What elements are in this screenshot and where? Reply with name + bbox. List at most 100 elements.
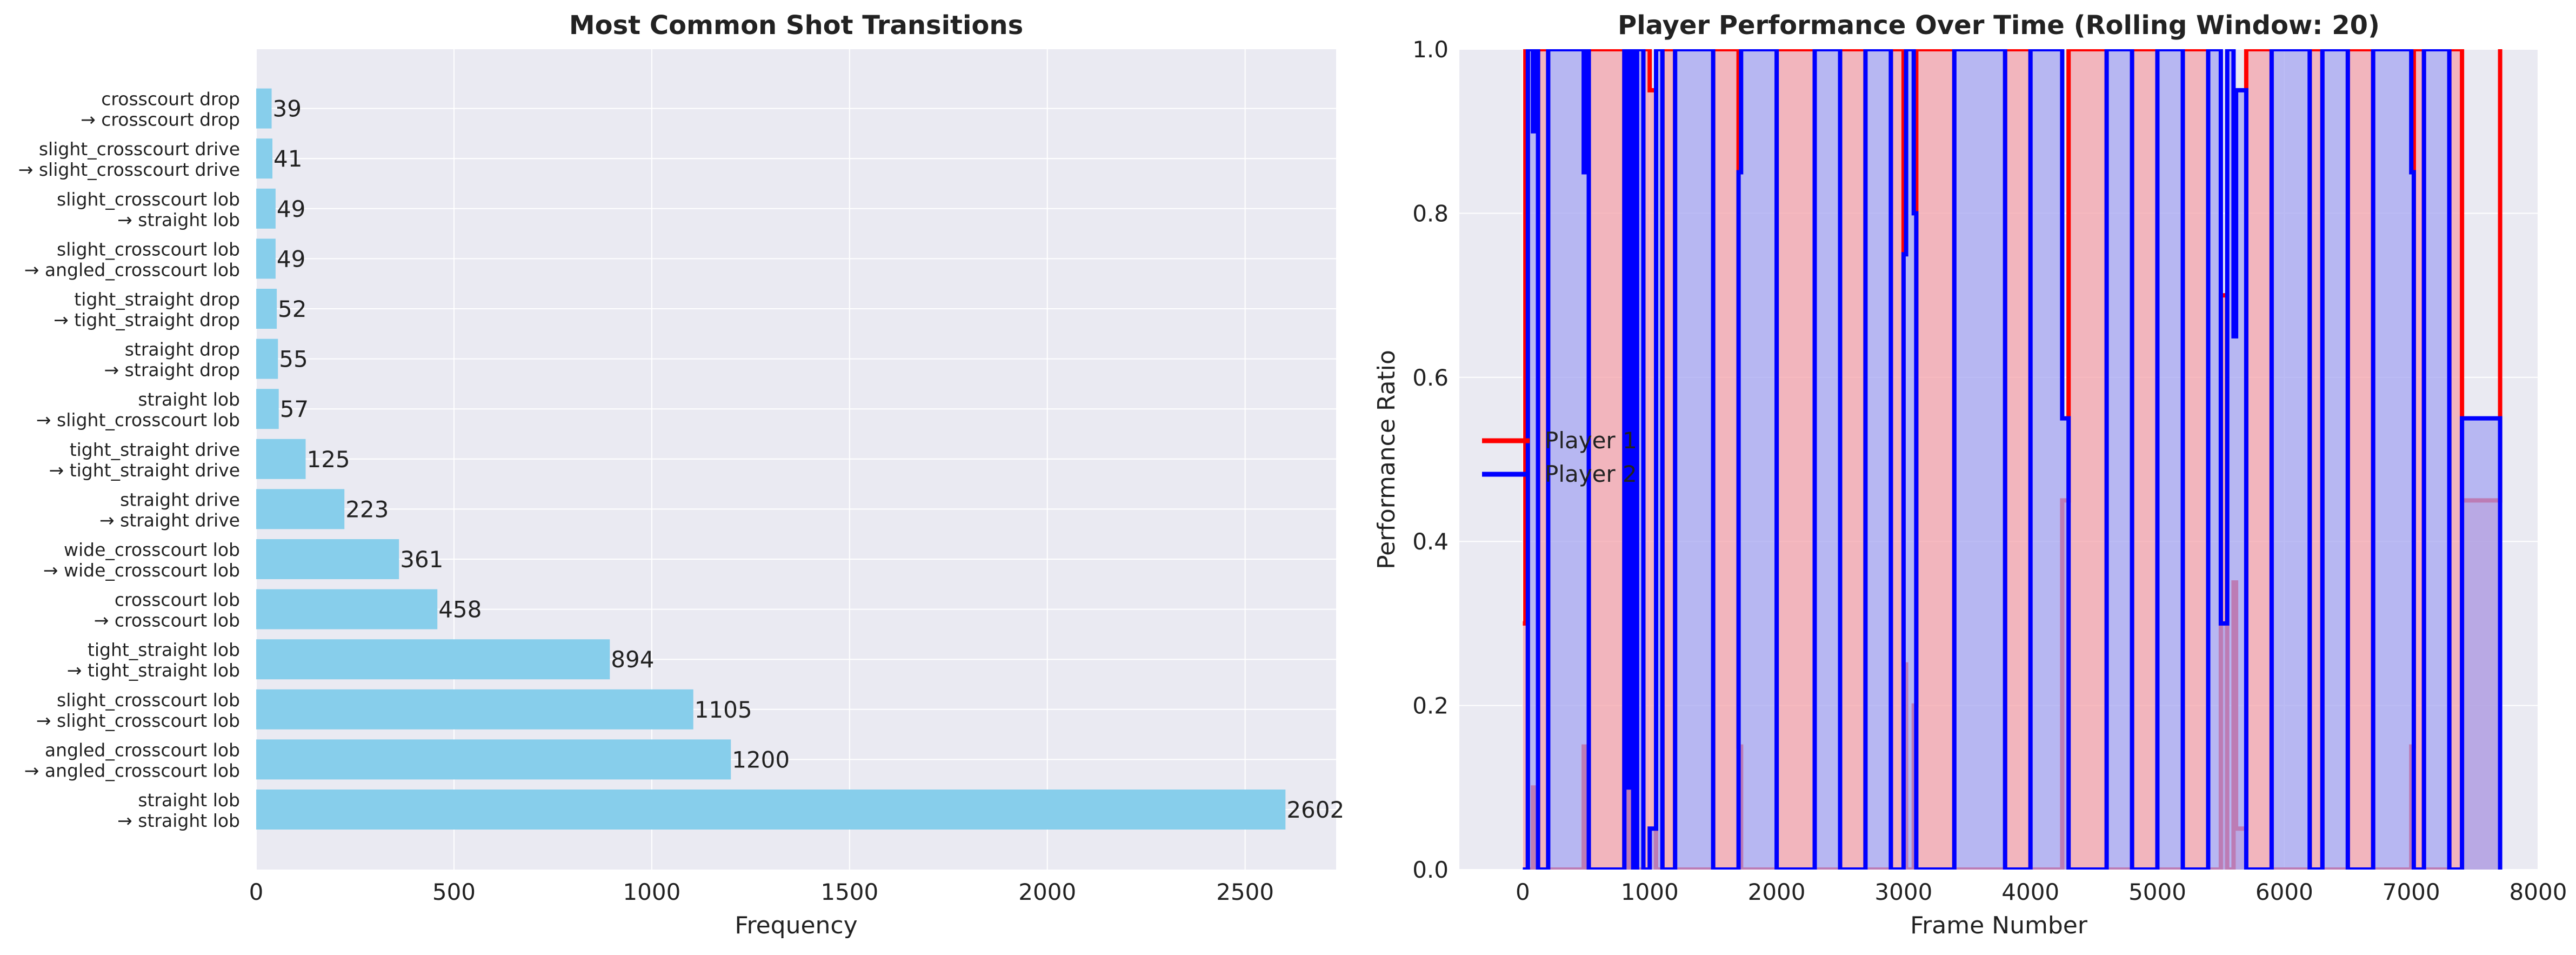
line-chart-y-tick-label: 1.0 [1412,36,1449,63]
bar-chart-bars [256,88,1286,830]
bar-category-label-from: straight lob [138,389,240,410]
bar-value-label: 458 [438,596,482,623]
bar-category-label-from: slight_crosscourt lob [57,189,240,210]
bar-category-label-to: → tight_straight drive [49,460,240,481]
line-chart-y-tick-label: 0.0 [1412,857,1449,883]
legend-label: Player 1 [1545,427,1637,454]
bar-category-label-from: slight_crosscourt drive [39,138,240,160]
bar-category-label-from: wide_crosscourt lob [64,539,240,560]
bar [256,790,1286,830]
bar-chart-x-tick-label: 500 [432,879,476,905]
bar-chart-title: Most Common Shot Transitions [569,10,1023,41]
bar [256,138,273,179]
bar-value-label: 1200 [732,746,790,773]
legend-label: Player 2 [1545,461,1637,487]
line-chart-panel: 0 1000 2000 3000 4000 5000 6000 7000 8000 0.0 0.2… [1373,10,2567,939]
bar-value-label: 41 [273,145,302,172]
bar-chart-x-ticks: 0 500 1000 1500 2000 2500 [249,879,1274,905]
bar-chart-x-tick-label: 1000 [623,879,680,905]
line-chart-y-axis-label: Performance Ratio [1373,350,1400,569]
bar [256,389,279,429]
bar-chart-x-tick-label: 2500 [1216,879,1274,905]
line-chart-x-tick-label: 0 [1516,879,1530,905]
line-chart-x-tick-label: 3000 [1874,879,1932,905]
bar-chart-x-axis-label: Frequency [735,912,857,939]
line-chart-y-ticks: 0.0 0.2 0.4 0.6 0.8 1.0 [1412,36,1449,883]
bar-chart-x-tick-label: 2000 [1018,879,1076,905]
line-chart-y-tick-label: 0.4 [1412,528,1449,555]
bar-category-label-to: → tight_straight lob [67,660,240,681]
bar [256,339,278,379]
bar-value-label: 361 [400,546,443,573]
bar-category-label-to: → straight lob [117,810,240,831]
bar-chart-category-labels: straight lob→ straight lobangled_crossco… [18,89,240,831]
bar-chart-x-tick-label: 0 [249,879,264,905]
bar-category-label-to: → angled_crosscourt lob [24,760,240,781]
line-chart-x-tick-label: 7000 [2383,879,2440,905]
line-chart-title: Player Performance Over Time (Rolling Wi… [1618,10,2380,41]
line-chart-series [1523,49,2502,870]
bar-category-label-from: straight drive [120,489,240,510]
bar [256,489,345,529]
bar-chart-value-labels: 2602 1200 1105 894 458 361 223 125 57 55 52 49 49 41 3… [273,96,1345,823]
bar [256,289,277,329]
line-chart-x-tick-label: 8000 [2510,879,2567,905]
bar-category-label-from: tight_straight drop [74,289,240,310]
bar-category-label-to: → slight_crosscourt drive [18,159,240,180]
bar-category-label-from: crosscourt lob [115,589,240,611]
bar-chart-x-tick-label: 1500 [820,879,878,905]
bar-value-label: 1105 [695,697,752,723]
bar [256,439,306,479]
bar-category-label-from: slight_crosscourt lob [57,689,240,711]
bar-value-label: 894 [611,646,654,673]
bar-value-label: 125 [306,446,350,473]
line-chart-x-tick-label: 5000 [2128,879,2186,905]
bar-value-label: 2602 [1286,797,1344,823]
bar-value-label: 223 [345,496,389,522]
bar-category-label-to: → slight_crosscourt lob [36,409,240,430]
bar-category-label-from: slight_crosscourt lob [57,238,240,260]
bar-category-label-to: → angled_crosscourt lob [24,259,240,280]
bar-category-label-from: straight lob [138,790,240,811]
bar-category-label-to: → straight drive [99,509,240,530]
bar-category-label-from: tight_straight drive [70,439,240,460]
series-fill-area [1523,49,2500,870]
bar-category-label-from: tight_straight lob [88,639,240,660]
bar-value-label: 52 [278,296,306,322]
line-chart-x-axis-label: Frame Number [1910,912,2088,939]
line-chart-x-tick-label: 2000 [1748,879,1806,905]
bar-category-label-to: → wide_crosscourt lob [43,560,240,581]
bar-value-label: 57 [280,396,309,422]
bar [256,639,610,680]
line-chart-legend: Player 1 Player 2 [1482,427,1637,487]
bar-category-label-to: → straight lob [117,209,240,230]
bar-value-label: 39 [273,96,302,122]
bar-category-label-from: straight drop [125,339,240,360]
bar [256,689,693,729]
bar-category-label-to: → tight_straight drop [54,309,240,330]
bar [256,188,276,229]
line-chart-y-tick-label: 0.2 [1412,693,1449,719]
series-fill-area [1523,49,2500,870]
bar-value-label: 49 [277,246,305,272]
bar [256,539,399,579]
line-chart-x-ticks: 0 1000 2000 3000 4000 5000 6000 7000 8000 [1516,879,2567,905]
line-chart-x-tick-label: 4000 [2001,879,2059,905]
series-line [1523,49,2502,870]
bar [256,739,731,780]
bar [256,238,276,279]
line-chart-y-tick-label: 0.6 [1412,364,1449,391]
bar-category-label-to: → crosscourt drop [81,109,240,130]
bar-category-label-to: → straight drop [104,360,240,381]
bar [256,88,272,129]
bar-value-label: 49 [277,196,305,222]
line-chart-y-tick-label: 0.8 [1412,200,1449,227]
line-chart-x-tick-label: 1000 [1621,879,1679,905]
bar-category-label-from: angled_crosscourt lob [45,739,240,760]
bar-chart-panel: 2602 1200 1105 894 458 361 223 125 57 55 52 49 49 41 3… [18,10,1345,939]
bar-category-label-to: → slight_crosscourt lob [36,710,240,731]
bar-category-label-to: → crosscourt lob [94,610,240,631]
bar-value-label: 55 [279,346,308,373]
bar [256,589,438,629]
